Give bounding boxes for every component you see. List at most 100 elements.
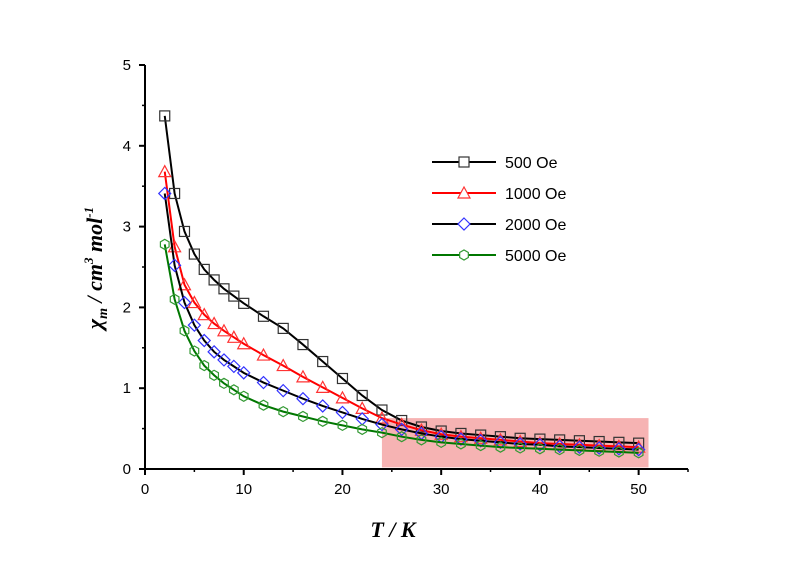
y-tick-label: 5 (123, 57, 131, 74)
hexagon-marker (613, 446, 624, 458)
hexagon-marker (199, 359, 210, 372)
triangle-marker (177, 277, 192, 291)
triangle-marker (456, 185, 472, 199)
triangle-marker (216, 323, 231, 337)
square-marker (228, 290, 240, 302)
triangle-marker (236, 336, 251, 350)
triangle-marker (315, 380, 330, 393)
hexagon-marker (594, 445, 605, 457)
square-marker (198, 263, 210, 276)
diamond-marker (457, 217, 471, 231)
series-line (163, 115, 639, 445)
hexagon-marker (189, 345, 200, 357)
legend-label: 2000 Oe (505, 217, 566, 234)
square-marker (188, 248, 200, 260)
triangle-marker (207, 316, 222, 330)
x-tick-label: 0 (141, 481, 149, 498)
hexagon-marker (574, 444, 585, 457)
diamond-marker (315, 399, 330, 413)
hexagon-marker (159, 238, 170, 251)
legend-label: 500 Oe (505, 155, 558, 172)
diamond-marker (513, 437, 528, 451)
triangle-marker (276, 358, 291, 372)
legend-label: 5000 Oe (505, 248, 566, 265)
diamond-marker (217, 353, 231, 367)
triangle-marker (256, 347, 271, 361)
triangle-marker (374, 410, 389, 424)
y-tick-label: 1 (123, 380, 131, 397)
hexagon-marker (179, 325, 190, 337)
diamond-marker (276, 383, 291, 398)
diamond-marker (296, 391, 310, 406)
hexagon-marker (459, 249, 469, 261)
diamond-marker (236, 365, 251, 380)
diamond-marker (256, 375, 271, 390)
diamond-marker (552, 439, 567, 454)
y-tick-label: 4 (123, 138, 131, 155)
series-5000-oe (159, 238, 644, 459)
series-line (163, 193, 639, 451)
square-marker (208, 274, 220, 286)
hexagon-marker (534, 443, 545, 455)
diamond-marker (187, 318, 202, 333)
square-marker (257, 310, 270, 322)
square-marker (178, 225, 191, 238)
hexagon-marker (228, 384, 239, 396)
diamond-marker (533, 437, 547, 452)
diamond-marker (493, 435, 508, 450)
hexagon-marker (495, 441, 506, 453)
x-tick-label: 20 (334, 481, 351, 498)
triangle-marker (295, 369, 310, 383)
y-tick-label: 0 (123, 461, 131, 478)
diamond-marker (207, 344, 221, 359)
hexagon-marker (238, 390, 249, 402)
square-marker (169, 187, 181, 200)
square-marker (218, 283, 230, 295)
square-marker (277, 322, 289, 335)
diamond-marker (631, 442, 646, 457)
hexagon-marker (317, 415, 328, 428)
triangle-marker (335, 390, 350, 404)
square-marker (238, 297, 250, 309)
hexagon-marker (169, 293, 180, 306)
square-marker (317, 355, 329, 368)
diamond-marker (157, 186, 172, 201)
square-marker (356, 389, 368, 402)
diamond-marker (335, 405, 350, 420)
hexagon-marker (396, 430, 407, 443)
triangle-marker (157, 164, 172, 178)
hexagon-marker (416, 434, 427, 446)
hexagon-marker (554, 443, 565, 456)
square-marker (415, 421, 428, 433)
hexagon-marker (258, 399, 269, 411)
hexagon-marker (209, 369, 220, 381)
diamond-marker (375, 417, 389, 432)
y-tick-label: 2 (123, 299, 131, 316)
triangle-marker (197, 307, 212, 321)
hexagon-marker (298, 410, 308, 423)
series-2000-oe (157, 186, 646, 457)
x-tick-label: 50 (630, 481, 647, 498)
diamond-marker (177, 295, 192, 310)
x-axis-label: T / K (370, 517, 417, 542)
x-tick-label: 30 (433, 481, 450, 498)
hexagon-marker (436, 436, 447, 449)
legend-label: 1000 Oe (505, 186, 566, 203)
hexagon-marker (633, 447, 644, 459)
square-marker (458, 156, 470, 168)
hexagon-marker (219, 377, 229, 390)
x-tick-label: 40 (532, 481, 549, 498)
hexagon-marker (337, 419, 348, 432)
series-1000-oe (157, 164, 646, 453)
diamond-marker (167, 258, 182, 273)
y-axis-label: χm / cm3 mol-1 (81, 207, 111, 332)
diamond-marker (227, 359, 241, 374)
hexagon-marker (455, 438, 466, 450)
y-tick-label: 3 (123, 219, 131, 236)
x-tick-label: 10 (235, 481, 252, 498)
hexagon-marker (475, 439, 486, 452)
diamond-marker (197, 333, 212, 348)
hexagon-marker (278, 405, 289, 418)
triangle-marker (187, 295, 202, 309)
